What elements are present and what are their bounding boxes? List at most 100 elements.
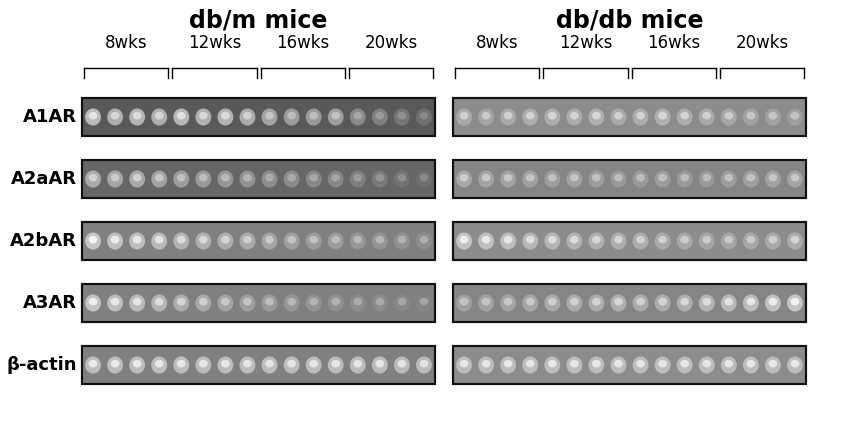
Ellipse shape (746, 298, 755, 306)
Ellipse shape (460, 298, 469, 306)
Ellipse shape (221, 360, 230, 367)
Ellipse shape (526, 174, 534, 182)
Ellipse shape (328, 232, 343, 250)
Ellipse shape (614, 112, 623, 120)
Ellipse shape (526, 360, 534, 367)
Ellipse shape (791, 298, 799, 306)
Ellipse shape (240, 356, 255, 374)
Ellipse shape (548, 298, 557, 306)
Ellipse shape (350, 171, 366, 187)
Ellipse shape (721, 171, 737, 187)
Ellipse shape (173, 108, 189, 126)
Ellipse shape (570, 112, 579, 120)
Bar (82, 98, 435, 136)
Ellipse shape (85, 295, 101, 311)
Ellipse shape (545, 295, 560, 311)
Ellipse shape (173, 295, 189, 311)
Ellipse shape (419, 112, 428, 120)
Ellipse shape (85, 356, 101, 374)
Ellipse shape (460, 236, 469, 243)
Ellipse shape (658, 236, 667, 243)
Ellipse shape (504, 174, 513, 182)
Ellipse shape (614, 360, 623, 367)
Ellipse shape (375, 174, 384, 182)
Ellipse shape (154, 236, 164, 243)
Ellipse shape (394, 295, 410, 311)
Ellipse shape (199, 298, 208, 306)
Ellipse shape (173, 356, 189, 374)
Ellipse shape (240, 171, 255, 187)
Ellipse shape (570, 174, 579, 182)
Ellipse shape (765, 356, 781, 374)
Bar (82, 222, 435, 260)
Ellipse shape (133, 112, 142, 120)
Ellipse shape (545, 232, 560, 250)
Ellipse shape (482, 174, 490, 182)
Ellipse shape (592, 298, 601, 306)
Ellipse shape (680, 298, 689, 306)
Ellipse shape (746, 360, 755, 367)
Ellipse shape (221, 236, 230, 243)
Ellipse shape (354, 236, 362, 243)
Ellipse shape (306, 295, 322, 311)
Ellipse shape (154, 360, 164, 367)
Ellipse shape (522, 295, 539, 311)
Ellipse shape (173, 232, 189, 250)
Ellipse shape (243, 174, 252, 182)
Ellipse shape (129, 171, 145, 187)
Ellipse shape (456, 232, 472, 250)
Ellipse shape (677, 356, 693, 374)
Ellipse shape (350, 232, 366, 250)
Ellipse shape (419, 236, 428, 243)
Ellipse shape (791, 112, 799, 120)
Ellipse shape (133, 174, 142, 182)
Ellipse shape (309, 174, 318, 182)
Ellipse shape (658, 112, 667, 120)
Bar (82, 160, 435, 198)
Ellipse shape (769, 298, 778, 306)
Bar (453, 98, 806, 136)
Text: A2bAR: A2bAR (10, 232, 77, 250)
Ellipse shape (195, 356, 211, 374)
Ellipse shape (724, 112, 734, 120)
Ellipse shape (265, 298, 274, 306)
Ellipse shape (545, 108, 560, 126)
Ellipse shape (129, 356, 145, 374)
Ellipse shape (460, 112, 469, 120)
Ellipse shape (522, 232, 539, 250)
Bar (453, 160, 806, 198)
Ellipse shape (501, 108, 516, 126)
Ellipse shape (309, 298, 318, 306)
Ellipse shape (589, 171, 604, 187)
Ellipse shape (787, 295, 803, 311)
Ellipse shape (787, 171, 803, 187)
Bar (453, 346, 806, 384)
Ellipse shape (328, 108, 343, 126)
Ellipse shape (331, 360, 340, 367)
Ellipse shape (89, 236, 98, 243)
Ellipse shape (375, 112, 384, 120)
Ellipse shape (89, 298, 98, 306)
Ellipse shape (265, 112, 274, 120)
Ellipse shape (199, 360, 208, 367)
Ellipse shape (566, 171, 583, 187)
Ellipse shape (680, 174, 689, 182)
Ellipse shape (133, 360, 142, 367)
Bar (82, 222, 435, 260)
Ellipse shape (548, 112, 557, 120)
Ellipse shape (743, 356, 759, 374)
Ellipse shape (702, 174, 711, 182)
Ellipse shape (482, 298, 490, 306)
Ellipse shape (680, 112, 689, 120)
Ellipse shape (769, 174, 778, 182)
Ellipse shape (372, 232, 387, 250)
Ellipse shape (614, 298, 623, 306)
Ellipse shape (677, 171, 693, 187)
Ellipse shape (702, 236, 711, 243)
Ellipse shape (743, 232, 759, 250)
Ellipse shape (110, 360, 119, 367)
Ellipse shape (133, 298, 142, 306)
Ellipse shape (548, 174, 557, 182)
Ellipse shape (677, 232, 693, 250)
Ellipse shape (482, 236, 490, 243)
